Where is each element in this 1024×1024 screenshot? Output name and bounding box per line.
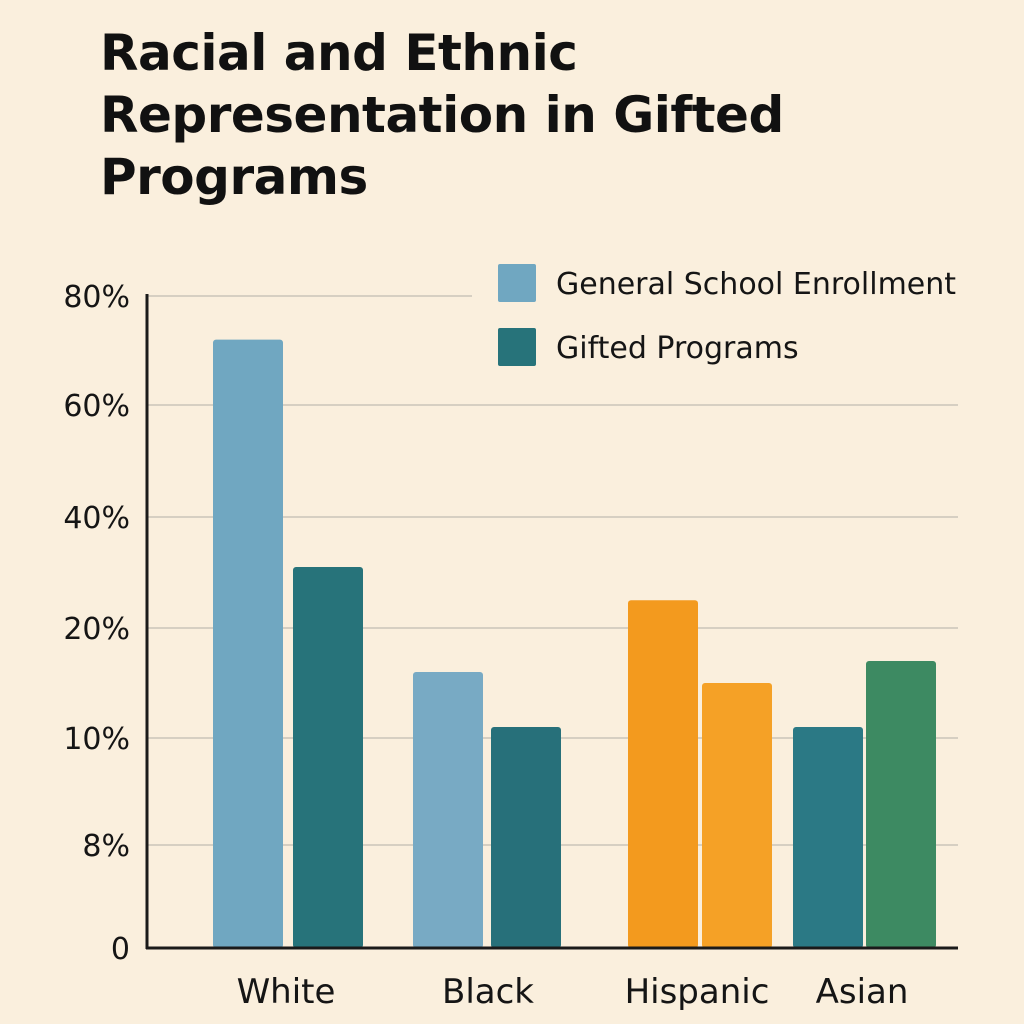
y-tick-label: 60% [63, 389, 130, 424]
bars [213, 339, 936, 949]
y-tick-label: 40% [63, 501, 130, 536]
y-tick-label: 0 [111, 932, 130, 967]
bar-hispanic-gifted-programs [702, 683, 772, 948]
y-tick-label: 20% [63, 612, 130, 647]
bar-black-gifted-programs [491, 727, 561, 948]
bar-white-general-enrollment [213, 339, 283, 949]
category-label: Asian [816, 972, 909, 1012]
y-tick-label: 10% [63, 722, 130, 757]
legend-label: General School Enrollment [556, 267, 956, 302]
axes [145, 294, 958, 950]
bar-black-general-enrollment [413, 672, 483, 948]
bar-asian-general-enrollment [793, 727, 863, 948]
y-tick-labels: 0 8% 10% 20% 40% 60% 80% [63, 280, 130, 967]
bar-white-gifted-programs [293, 566, 363, 948]
legend-swatch [498, 328, 536, 366]
y-tick-label: 8% [82, 829, 130, 864]
legend-swatch [498, 264, 536, 302]
bar-hispanic-general-enrollment [628, 600, 698, 948]
y-tick-label: 80% [63, 280, 130, 315]
category-label: Black [442, 972, 534, 1012]
category-labels: White Black Hispanic Asian [237, 972, 909, 1012]
legend: General School Enrollment Gifted Programs [498, 264, 956, 366]
category-label: Hispanic [625, 972, 770, 1012]
bar-asian-gifted-programs [866, 661, 936, 948]
category-label: White [237, 972, 336, 1012]
legend-label: Gifted Programs [556, 331, 799, 366]
chart-title: Racial and Ethnic Representation in Gift… [100, 24, 784, 206]
